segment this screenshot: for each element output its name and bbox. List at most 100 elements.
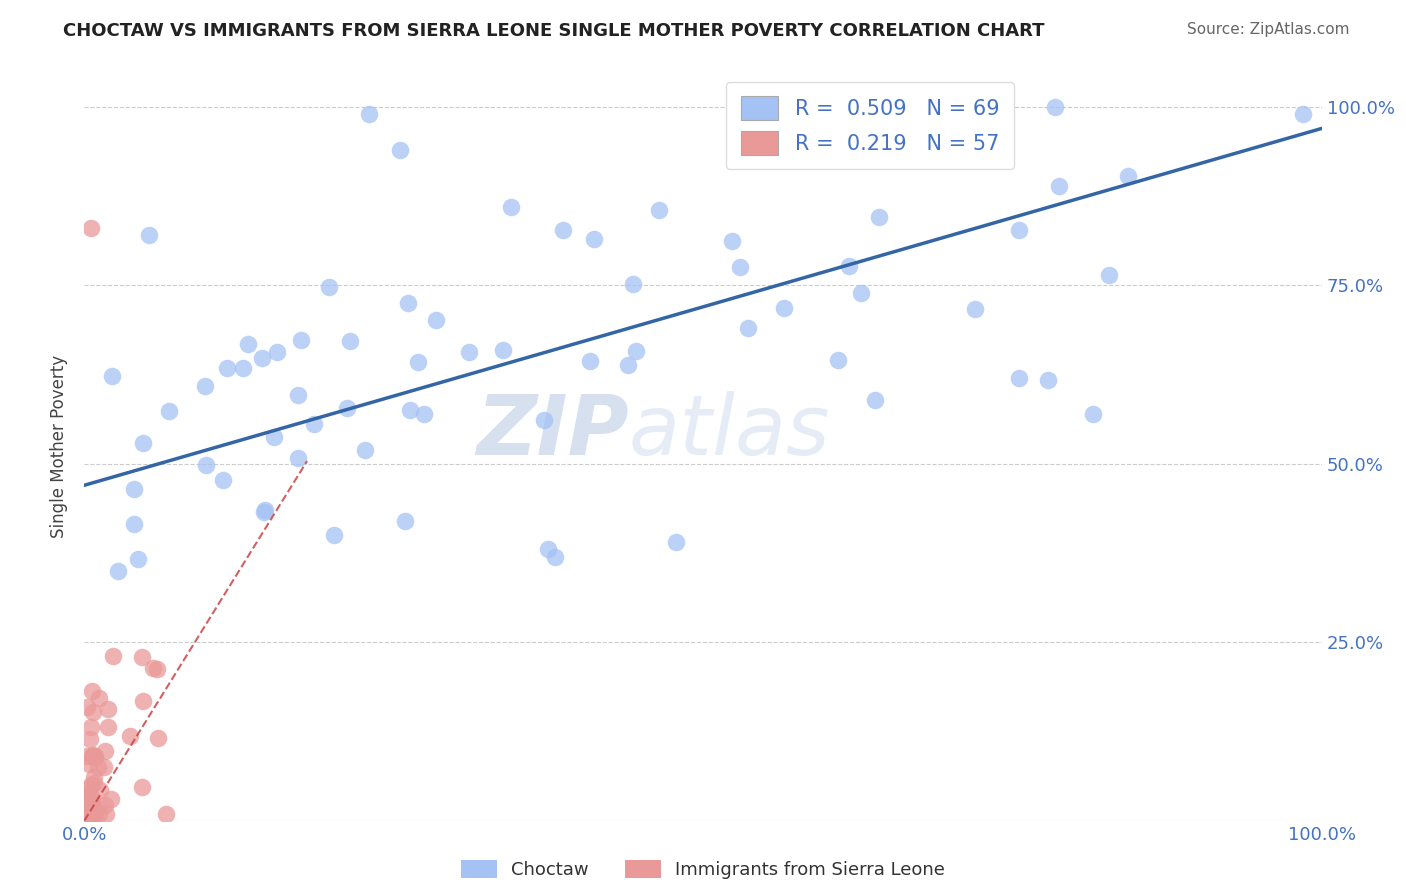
Text: ZIP: ZIP — [477, 391, 628, 472]
Point — [146, 731, 169, 746]
Point — [73, 806, 96, 821]
Point — [458, 345, 481, 359]
Point — [79, 731, 101, 746]
Point — [76, 749, 98, 764]
Point — [863, 393, 886, 408]
Point — [728, 260, 751, 274]
Point — [75, 806, 97, 821]
Point — [89, 806, 111, 821]
Point — [827, 352, 849, 367]
Point — [323, 527, 346, 541]
Point — [617, 358, 640, 372]
Point — [868, 211, 890, 225]
Point — [79, 778, 101, 792]
Point — [120, 730, 142, 744]
Point — [101, 648, 124, 663]
Point — [1098, 268, 1121, 282]
Point — [1007, 371, 1029, 385]
Point — [131, 780, 153, 794]
Point — [263, 430, 285, 444]
Point — [1047, 178, 1070, 193]
Point — [1116, 169, 1139, 183]
Point — [491, 343, 513, 357]
Point — [253, 505, 276, 519]
Point — [398, 402, 420, 417]
Point — [254, 503, 277, 517]
Point — [79, 221, 101, 235]
Point — [543, 549, 565, 564]
Point — [122, 517, 145, 532]
Point — [737, 320, 759, 334]
Point — [75, 790, 97, 805]
Point — [86, 801, 108, 815]
Point — [194, 458, 217, 473]
Point — [621, 277, 644, 292]
Point — [101, 369, 124, 384]
Point — [551, 223, 574, 237]
Point — [83, 806, 105, 821]
Point — [232, 361, 254, 376]
Point — [359, 107, 381, 121]
Point — [79, 806, 101, 821]
Point — [87, 690, 110, 705]
Text: atlas: atlas — [628, 391, 831, 472]
Point — [77, 780, 100, 795]
Point — [82, 793, 104, 807]
Point — [406, 355, 429, 369]
Point — [146, 662, 169, 676]
Point — [194, 378, 217, 392]
Point — [290, 333, 312, 347]
Point — [122, 482, 145, 496]
Point — [82, 806, 104, 821]
Point — [77, 796, 100, 810]
Point — [79, 788, 101, 802]
Point — [93, 760, 115, 774]
Point — [425, 313, 447, 327]
Point — [665, 535, 688, 549]
Point — [77, 806, 100, 821]
Point — [79, 806, 101, 821]
Point — [79, 806, 101, 821]
Point — [412, 407, 434, 421]
Point — [79, 806, 101, 821]
Point — [773, 301, 796, 316]
Point — [142, 661, 165, 675]
Point — [157, 404, 180, 418]
Point — [215, 360, 238, 375]
Point — [97, 702, 120, 716]
Point — [287, 388, 309, 402]
Point — [250, 351, 273, 365]
Point — [97, 720, 120, 734]
Point — [838, 260, 860, 274]
Point — [127, 551, 149, 566]
Point — [76, 806, 98, 821]
Point — [353, 443, 375, 458]
Point — [79, 806, 101, 821]
Point — [86, 760, 108, 774]
Point — [132, 435, 155, 450]
Point — [1036, 374, 1059, 388]
Point — [89, 783, 111, 797]
Point — [83, 806, 105, 821]
Point — [82, 706, 104, 720]
Point — [94, 797, 117, 812]
Point — [304, 417, 326, 431]
Point — [1007, 223, 1029, 237]
Point — [83, 749, 105, 764]
Text: CHOCTAW VS IMMIGRANTS FROM SIERRA LEONE SINGLE MOTHER POVERTY CORRELATION CHART: CHOCTAW VS IMMIGRANTS FROM SIERRA LEONE … — [63, 22, 1045, 40]
Point — [579, 354, 602, 368]
Point — [94, 806, 117, 821]
Point — [1292, 107, 1315, 121]
Point — [100, 792, 122, 806]
Point — [501, 200, 523, 214]
Point — [533, 413, 555, 427]
Point — [131, 649, 153, 664]
Point — [537, 542, 560, 557]
Point — [93, 744, 115, 758]
Point — [82, 747, 104, 762]
Point — [388, 143, 411, 157]
Point — [582, 232, 605, 246]
Point — [76, 699, 98, 714]
Point — [83, 771, 105, 785]
Legend: Choctaw, Immigrants from Sierra Leone: Choctaw, Immigrants from Sierra Leone — [453, 853, 953, 887]
